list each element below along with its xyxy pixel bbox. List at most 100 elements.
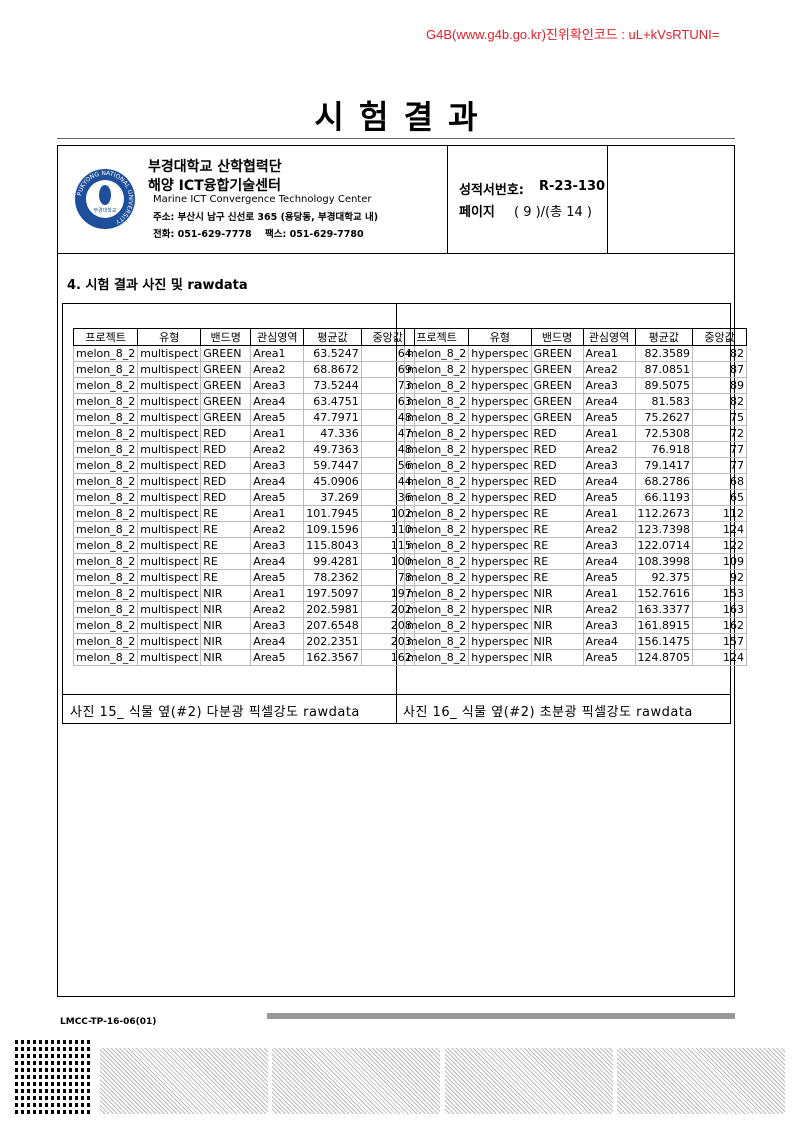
table-cell: hyperspec <box>469 570 531 586</box>
table-cell: 49.7363 <box>304 442 362 458</box>
table-cell: 72.5308 <box>635 426 693 442</box>
table-cell: 157 <box>693 634 747 650</box>
table-cell: Area1 <box>251 506 304 522</box>
table-row: melon_8_2multispectREArea1101.7945102 <box>74 506 415 522</box>
column-header: 밴드명 <box>531 329 583 346</box>
table-cell: hyperspec <box>469 618 531 634</box>
section-title: 4. 시험 결과 사진 및 rawdata <box>67 274 248 293</box>
table-cell: RED <box>531 426 583 442</box>
table-cell: 124 <box>693 522 747 538</box>
table-cell: Area2 <box>583 362 635 378</box>
table-cell: melon_8_2 <box>74 426 138 442</box>
table-cell: multispect <box>138 554 201 570</box>
table-cell: hyperspec <box>469 410 531 426</box>
table-cell: Area4 <box>583 634 635 650</box>
table-cell: melon_8_2 <box>74 362 138 378</box>
table-cell: Area3 <box>251 458 304 474</box>
table-cell: 163.3377 <box>635 602 693 618</box>
header-row: 프로젝트유형밴드명관심영역평균값중앙값 <box>74 329 415 346</box>
table-cell: hyperspec <box>469 506 531 522</box>
table-cell: RE <box>531 538 583 554</box>
document-title: 시 험 결 과 <box>0 92 794 138</box>
table-cell: melon_8_2 <box>405 522 469 538</box>
table-cell: multispect <box>138 538 201 554</box>
table-cell: 81.583 <box>635 394 693 410</box>
table-cell: 77 <box>693 442 747 458</box>
verification-code: G4B(www.g4b.go.kr)진위확인코드 : uL+kVsRTUNI= <box>426 24 719 43</box>
table-cell: Area3 <box>251 618 304 634</box>
table-cell: RE <box>531 506 583 522</box>
table-cell: multispect <box>138 394 201 410</box>
table-cell: 109.1596 <box>304 522 362 538</box>
table-row: melon_8_2multispectGREENArea547.797148 <box>74 410 415 426</box>
address: 주소: 부산시 남구 신선로 365 (용당동, 부경대학교 내) <box>153 209 378 223</box>
table-cell: 77 <box>693 458 747 474</box>
table-row: melon_8_2hyperspecREArea592.37592 <box>405 570 747 586</box>
table-cell: RE <box>201 522 251 538</box>
table-row: melon_8_2multispectGREENArea268.867269 <box>74 362 415 378</box>
table-cell: melon_8_2 <box>74 378 138 394</box>
table-row: melon_8_2hyperspecGREENArea575.262775 <box>405 410 747 426</box>
table-row: melon_8_2multispectREDArea249.736348 <box>74 442 415 458</box>
table-row: melon_8_2multispectREDArea359.744756 <box>74 458 415 474</box>
table-cell: multispect <box>138 650 201 666</box>
table-cell: 66.1193 <box>635 490 693 506</box>
center-name: 해양 ICT융합기술센터 <box>148 175 281 195</box>
table-cell: 47.336 <box>304 426 362 442</box>
column-header: 유형 <box>469 329 531 346</box>
table-cell: 108.3998 <box>635 554 693 570</box>
security-pattern <box>617 1048 785 1114</box>
table-cell: multispect <box>138 362 201 378</box>
table-row: melon_8_2hyperspecGREENArea481.58382 <box>405 394 747 410</box>
table-cell: 82.3589 <box>635 346 693 362</box>
table-cell: melon_8_2 <box>405 490 469 506</box>
table-cell: Area5 <box>583 410 635 426</box>
qr-code <box>15 1038 93 1114</box>
security-pattern <box>100 1048 268 1114</box>
table-row: melon_8_2multispectNIRArea3207.6548208 <box>74 618 415 634</box>
table-cell: Area3 <box>583 538 635 554</box>
table-cell: 109 <box>693 554 747 570</box>
table-row: melon_8_2multispectREArea3115.8043115 <box>74 538 415 554</box>
table-cell: melon_8_2 <box>405 554 469 570</box>
table-cell: hyperspec <box>469 650 531 666</box>
table-cell: NIR <box>201 650 251 666</box>
table-cell: Area5 <box>251 650 304 666</box>
table-cell: melon_8_2 <box>405 346 469 362</box>
table-cell: 82 <box>693 394 747 410</box>
table-cell: 89.5075 <box>635 378 693 394</box>
table-cell: 89 <box>693 378 747 394</box>
table-cell: melon_8_2 <box>74 586 138 602</box>
table-cell: 79.1417 <box>635 458 693 474</box>
table-cell: melon_8_2 <box>74 442 138 458</box>
header-line <box>57 253 735 254</box>
table-row: melon_8_2multispectREArea578.236278 <box>74 570 415 586</box>
table-cell: RE <box>201 554 251 570</box>
table-cell: 75 <box>693 410 747 426</box>
title-rule <box>57 138 735 139</box>
table-cell: Area3 <box>251 378 304 394</box>
header-row: 프로젝트유형밴드명관심영역평균값중앙값 <box>405 329 747 346</box>
table-row: melon_8_2multispectREDArea537.26936 <box>74 490 415 506</box>
table-cell: 65 <box>693 490 747 506</box>
table-cell: GREEN <box>531 378 583 394</box>
table-row: melon_8_2multispectGREENArea463.475163 <box>74 394 415 410</box>
table-cell: 202.5981 <box>304 602 362 618</box>
report-no: R-23-130 <box>539 179 605 194</box>
table-row: melon_8_2multispectREDArea445.090644 <box>74 474 415 490</box>
table-row: melon_8_2hyperspecNIRArea4156.1475157 <box>405 634 747 650</box>
table-cell: multispect <box>138 570 201 586</box>
table-cell: multispect <box>138 426 201 442</box>
table-cell: hyperspec <box>469 602 531 618</box>
table-cell: 156.1475 <box>635 634 693 650</box>
table-cell: 92.375 <box>635 570 693 586</box>
table-cell: 122 <box>693 538 747 554</box>
table-cell: Area1 <box>583 426 635 442</box>
table-cell: 207.6548 <box>304 618 362 634</box>
table-cell: RED <box>201 426 251 442</box>
table-cell: hyperspec <box>469 586 531 602</box>
report-no-label: 성적서번호: <box>459 179 524 198</box>
table-cell: hyperspec <box>469 538 531 554</box>
table-cell: melon_8_2 <box>405 410 469 426</box>
